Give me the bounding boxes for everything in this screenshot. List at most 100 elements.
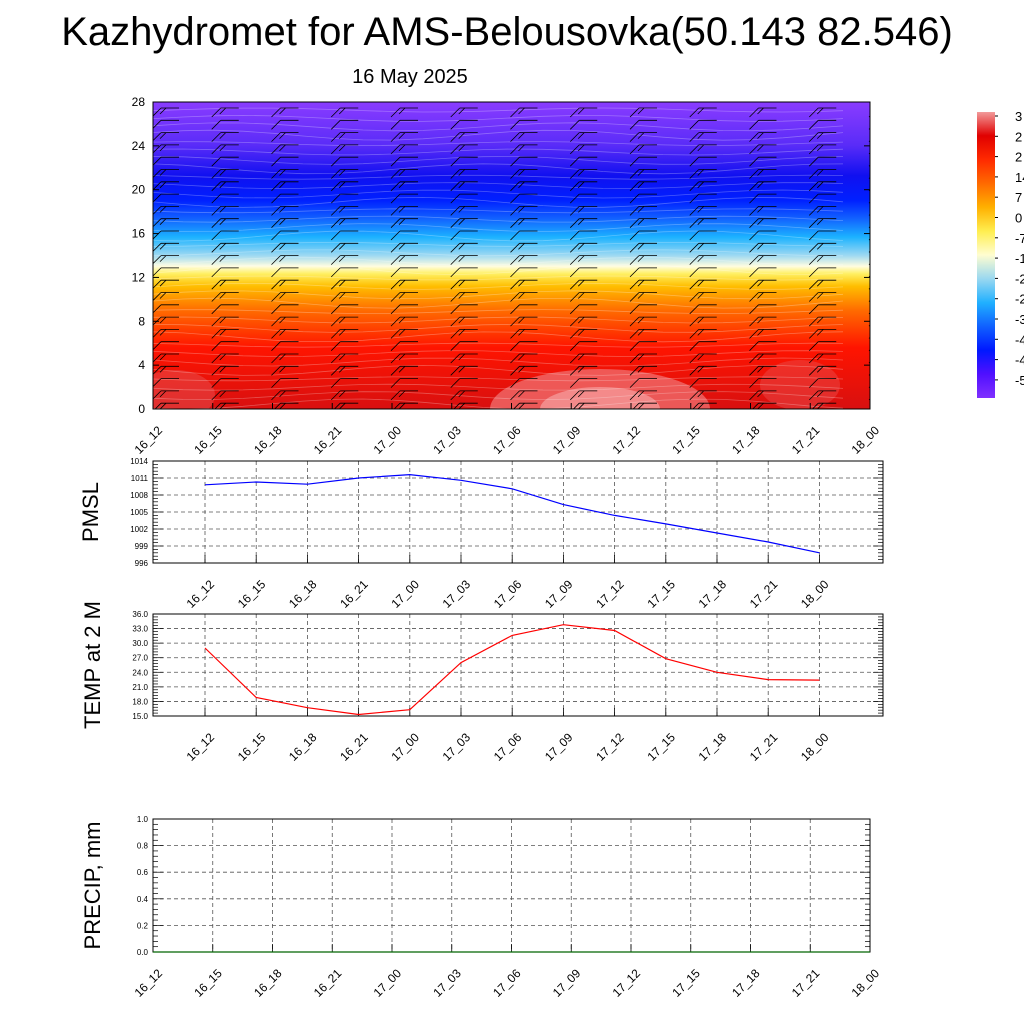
y-tick-label: 0.6 [137,868,149,877]
wind-barb [749,378,777,388]
wind-barb [569,144,598,155]
wind-barb [569,230,598,241]
wind-barb [271,292,299,302]
wind-barb [450,328,478,339]
wind-barb [749,267,777,278]
wind-barb [569,365,598,376]
wind-barb [629,292,657,302]
wind-barb [868,152,870,155]
wind-barb [390,144,418,155]
wind-barb [274,402,299,409]
wind-barb [450,316,478,327]
colorbar-fill [977,112,995,398]
wind-barb [333,402,359,409]
wind-barb [868,336,870,339]
wind-barb [330,156,359,167]
y-tick-label: 996 [135,559,149,568]
wind-barb [271,365,299,376]
wind-barb [271,119,299,130]
wind-barb [510,169,538,179]
wind-barb [390,169,418,179]
x-tick-label: 16_12 [132,423,166,457]
wind-barb [808,304,837,315]
wind-barb [749,304,777,315]
wind-barb [330,169,359,179]
y-tick-label: 36.0 [132,610,148,619]
wind-barb [868,398,870,401]
chart-title: Kazhydromet for AMS-Belousovka(50.143 82… [61,10,953,54]
wind-barb [211,316,239,327]
wind-barb [154,402,179,409]
contour-line [153,357,844,367]
y-tick-label: 1008 [130,491,148,500]
x-tick-label: 17_03 [440,577,474,611]
wind-barb [629,144,657,155]
plot-frame [152,613,884,717]
contour-line [153,282,844,290]
wind-barb [689,107,717,118]
wind-barb [390,341,418,351]
wind-barb [510,255,538,265]
wind-barb [629,255,657,265]
x-tick-label: 17_18 [696,577,730,611]
wind-barb [510,230,538,241]
wind-barb [390,365,418,376]
wind-barb [868,238,870,241]
wind-barb [271,341,299,351]
y-tick-label: 1.0 [137,815,149,824]
contour-line [153,309,844,315]
x-tick-label: 17_21 [789,966,823,1000]
wind-barb [689,341,717,351]
wind-barb [569,132,598,142]
contour-line [153,163,844,175]
wind-barb [211,341,239,351]
wind-barb [390,181,418,192]
wind-barb [211,132,239,142]
wind-barb [689,304,717,315]
wind-barb [211,230,239,241]
wind-barb [450,255,478,265]
y-tick-label: 8 [138,314,145,328]
wind-barb [450,279,478,290]
y-tick-label: 1005 [130,508,148,517]
wind-barb [629,390,657,401]
contour-line [153,114,844,122]
x-tick-label: 17_15 [644,730,678,764]
colorbar-label: 3 [1015,109,1022,124]
wind-barb [390,304,418,315]
height-time-heatmap: 0 4 8 12 16 20 24 28 16_12 16_15 16_18 16_21 17_00 17… [132,95,883,457]
wind-barb [629,328,657,339]
contour-line [153,107,844,113]
wind-barb [868,312,870,315]
wind-barb [629,230,657,241]
y-tick-label: 30.0 [132,639,148,648]
wind-barb [271,205,299,216]
wind-barb [510,107,538,118]
contour-line [153,155,844,165]
y-tick-label: 4 [138,358,145,372]
colorbar-label: 7 [1015,190,1022,205]
wind-barb [569,119,598,130]
wind-barb [868,213,870,216]
wind-barb [629,107,657,118]
wind-barb [629,205,657,216]
wind-barb [689,353,717,364]
wind-barb [330,279,359,290]
y-tick-label: 999 [135,542,149,551]
wind-barb [689,156,717,167]
wind-barb [450,378,478,388]
wind-barb [271,255,299,265]
wind-barb [749,193,777,204]
wind-barb [330,267,359,278]
wind-barb [450,119,478,130]
y-tick-label: 15.0 [132,712,148,721]
wind-barb [689,193,717,204]
wind-barb [808,242,837,253]
x-tick-label: 17_12 [593,577,627,611]
field-details [153,107,870,409]
x-tick-label: 16_21 [311,423,345,457]
wind-barb [390,132,418,142]
y-tick-label: 24.0 [132,668,148,677]
wind-barb [450,132,478,142]
wind-barb [808,132,837,142]
